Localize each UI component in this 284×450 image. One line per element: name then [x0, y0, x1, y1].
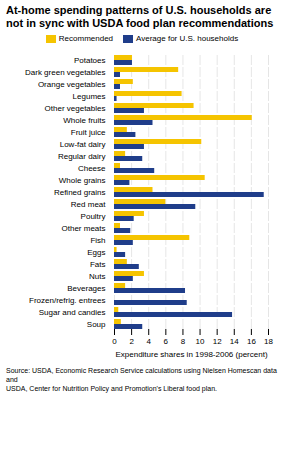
svg-text:18: 18 [264, 338, 273, 347]
svg-text:Regular dairy: Regular dairy [58, 152, 106, 161]
svg-text:Sugar and candies: Sugar and candies [39, 308, 106, 317]
svg-text:Other meats: Other meats [61, 224, 105, 233]
html-text:At-home spending patterns of U: At-home spending patterns of U.S. househ… [6, 4, 274, 30]
svg-text:Red meat: Red meat [71, 200, 106, 209]
svg-text:Fats: Fats [90, 260, 106, 269]
svg-text:12: 12 [213, 338, 222, 347]
html-text:Source: USDA, Economic Researc: Source: USDA, Economic Research Service … [6, 367, 277, 392]
svg-text:Frozen/refrig. entrees: Frozen/refrig. entrees [29, 296, 105, 305]
html-text:Average for U.S. households: Average for U.S. households [136, 34, 239, 44]
svg-text:Refined grains: Refined grains [54, 188, 106, 197]
svg-text:Whole grains: Whole grains [59, 176, 106, 185]
svg-text:Soup: Soup [87, 320, 106, 329]
svg-text:6: 6 [164, 338, 169, 347]
svg-text:Fruit juice: Fruit juice [71, 128, 106, 137]
svg-text:Other vegetables: Other vegetables [45, 104, 106, 113]
svg-text:Poultry: Poultry [81, 212, 106, 221]
svg-text:Low-fat dairy: Low-fat dairy [60, 140, 106, 149]
svg-text:16: 16 [247, 338, 256, 347]
svg-text:Eggs: Eggs [87, 248, 105, 257]
svg-text:Nuts: Nuts [89, 272, 105, 281]
html-text:Recommended: Recommended [58, 34, 113, 44]
svg-text:Orange vegetables: Orange vegetables [38, 80, 106, 89]
svg-text:8: 8 [181, 338, 186, 347]
svg-text:Expenditure shares in 1998-200: Expenditure shares in 1998-2006 (percent… [115, 350, 267, 359]
svg-text:14: 14 [230, 338, 239, 347]
svg-text:Cheese: Cheese [78, 164, 106, 173]
svg-text:Whole fruits: Whole fruits [63, 116, 105, 125]
svg-text:2: 2 [129, 338, 134, 347]
svg-text:4: 4 [146, 338, 151, 347]
svg-text:Dark green vegetables: Dark green vegetables [25, 68, 106, 77]
svg-text:0: 0 [112, 338, 117, 347]
svg-text:Beverages: Beverages [67, 284, 105, 293]
svg-text:Potatoes: Potatoes [74, 56, 106, 65]
svg-text:Fish: Fish [90, 236, 105, 245]
svg-text:Legumes: Legumes [73, 92, 106, 101]
svg-text:10: 10 [196, 338, 205, 347]
